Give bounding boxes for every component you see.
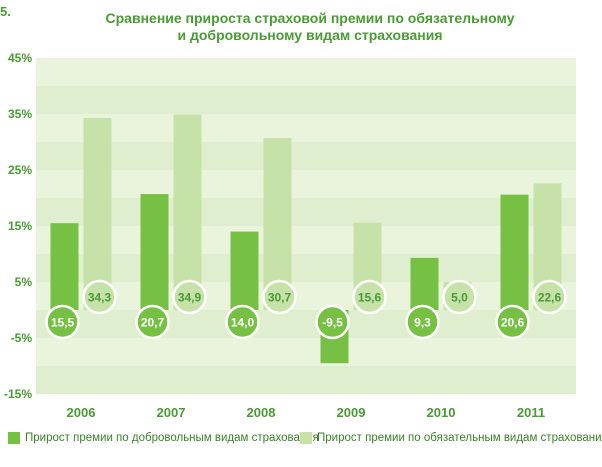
x-tick-label: 2011 bbox=[517, 405, 545, 420]
bar-obligatory bbox=[83, 117, 112, 310]
data-label-voluntary-label: 9,3 bbox=[414, 316, 431, 330]
data-label-voluntary-circle bbox=[315, 304, 350, 340]
bar-voluntary bbox=[50, 223, 79, 310]
data-label-voluntary-label: 15,5 bbox=[51, 316, 75, 330]
legend-item-obligatory: Прирост премии по обязательным видам стр… bbox=[300, 432, 602, 444]
grid-band bbox=[36, 114, 576, 142]
y-tick-label: 15% bbox=[8, 219, 32, 233]
data-label-voluntary-label: 20,7 bbox=[141, 316, 165, 330]
grid-band bbox=[36, 254, 576, 282]
data-label-voluntary-circle bbox=[135, 304, 170, 340]
data-label-voluntary-label: 14,0 bbox=[231, 316, 255, 330]
data-label-obligatory-label: 5,0 bbox=[451, 291, 468, 305]
data-label-voluntary-label: -9,5 bbox=[322, 316, 343, 330]
chart-title-line-1: Сравнение прироста страховой премии по о… bbox=[105, 10, 515, 26]
x-tick-label: 2007 bbox=[157, 405, 186, 420]
bar-voluntary bbox=[500, 194, 529, 310]
legend: Прирост премии по добровольным видам стр… bbox=[0, 432, 602, 452]
grid-band bbox=[36, 226, 576, 254]
bar-obligatory bbox=[173, 114, 202, 310]
y-tick-label: -5% bbox=[11, 331, 33, 345]
grid-band bbox=[36, 282, 576, 310]
data-label-obligatory-circle bbox=[262, 279, 297, 315]
y-tick-label: 25% bbox=[8, 163, 32, 177]
data-label-obligatory-circle bbox=[82, 279, 117, 315]
bar-voluntary bbox=[230, 231, 259, 310]
bar-voluntary bbox=[410, 257, 439, 310]
data-label-obligatory-circle bbox=[532, 279, 567, 315]
data-label-voluntary-circle bbox=[495, 304, 530, 340]
grid-band bbox=[36, 338, 576, 366]
grid-band bbox=[36, 310, 576, 338]
legend-item-voluntary: Прирост премии по добровольным видам стр… bbox=[8, 432, 319, 444]
data-label-obligatory-circle bbox=[442, 279, 477, 315]
data-label-obligatory-label: 34,9 bbox=[178, 291, 202, 305]
legend-swatch-voluntary bbox=[8, 432, 20, 444]
y-tick-label: 45% bbox=[8, 51, 32, 65]
data-label-obligatory-label: 22,6 bbox=[538, 291, 562, 305]
data-label-obligatory-circle bbox=[172, 279, 207, 315]
grid-band bbox=[36, 170, 576, 198]
data-label-obligatory-label: 34,3 bbox=[88, 291, 112, 305]
chart-title-line-2: и добровольному видам страхования bbox=[177, 27, 443, 43]
x-tick-label: 2009 bbox=[337, 405, 366, 420]
data-label-voluntary-circle bbox=[405, 304, 440, 340]
data-label-voluntary-circle bbox=[225, 304, 260, 340]
data-label-voluntary-label: 20,6 bbox=[501, 316, 525, 330]
grid-band bbox=[36, 58, 576, 86]
bar-voluntary bbox=[140, 194, 169, 310]
y-tick-label: 35% bbox=[8, 107, 32, 121]
data-label-obligatory-label: 30,7 bbox=[268, 291, 292, 305]
grid-band bbox=[36, 142, 576, 170]
grid-band bbox=[36, 86, 576, 114]
figure-number: 5. bbox=[0, 4, 11, 19]
y-tick-label: -15% bbox=[4, 387, 32, 401]
x-tick-label: 2008 bbox=[247, 405, 276, 420]
legend-swatch-obligatory bbox=[300, 432, 312, 444]
grid-band bbox=[36, 366, 576, 394]
grid-band bbox=[36, 198, 576, 226]
legend-label-voluntary: Прирост премии по добровольным видам стр… bbox=[25, 432, 319, 444]
legend-label-obligatory: Прирост премии по обязательным видам стр… bbox=[317, 432, 602, 444]
y-tick-label: 5% bbox=[15, 275, 33, 289]
data-label-obligatory-circle bbox=[352, 279, 387, 315]
chart-title: Сравнение прироста страховой премии по о… bbox=[40, 10, 580, 44]
data-label-obligatory-label: 15,6 bbox=[358, 291, 382, 305]
data-label-voluntary-circle bbox=[45, 304, 80, 340]
x-tick-label: 2010 bbox=[427, 405, 456, 420]
x-tick-label: 2006 bbox=[67, 405, 96, 420]
